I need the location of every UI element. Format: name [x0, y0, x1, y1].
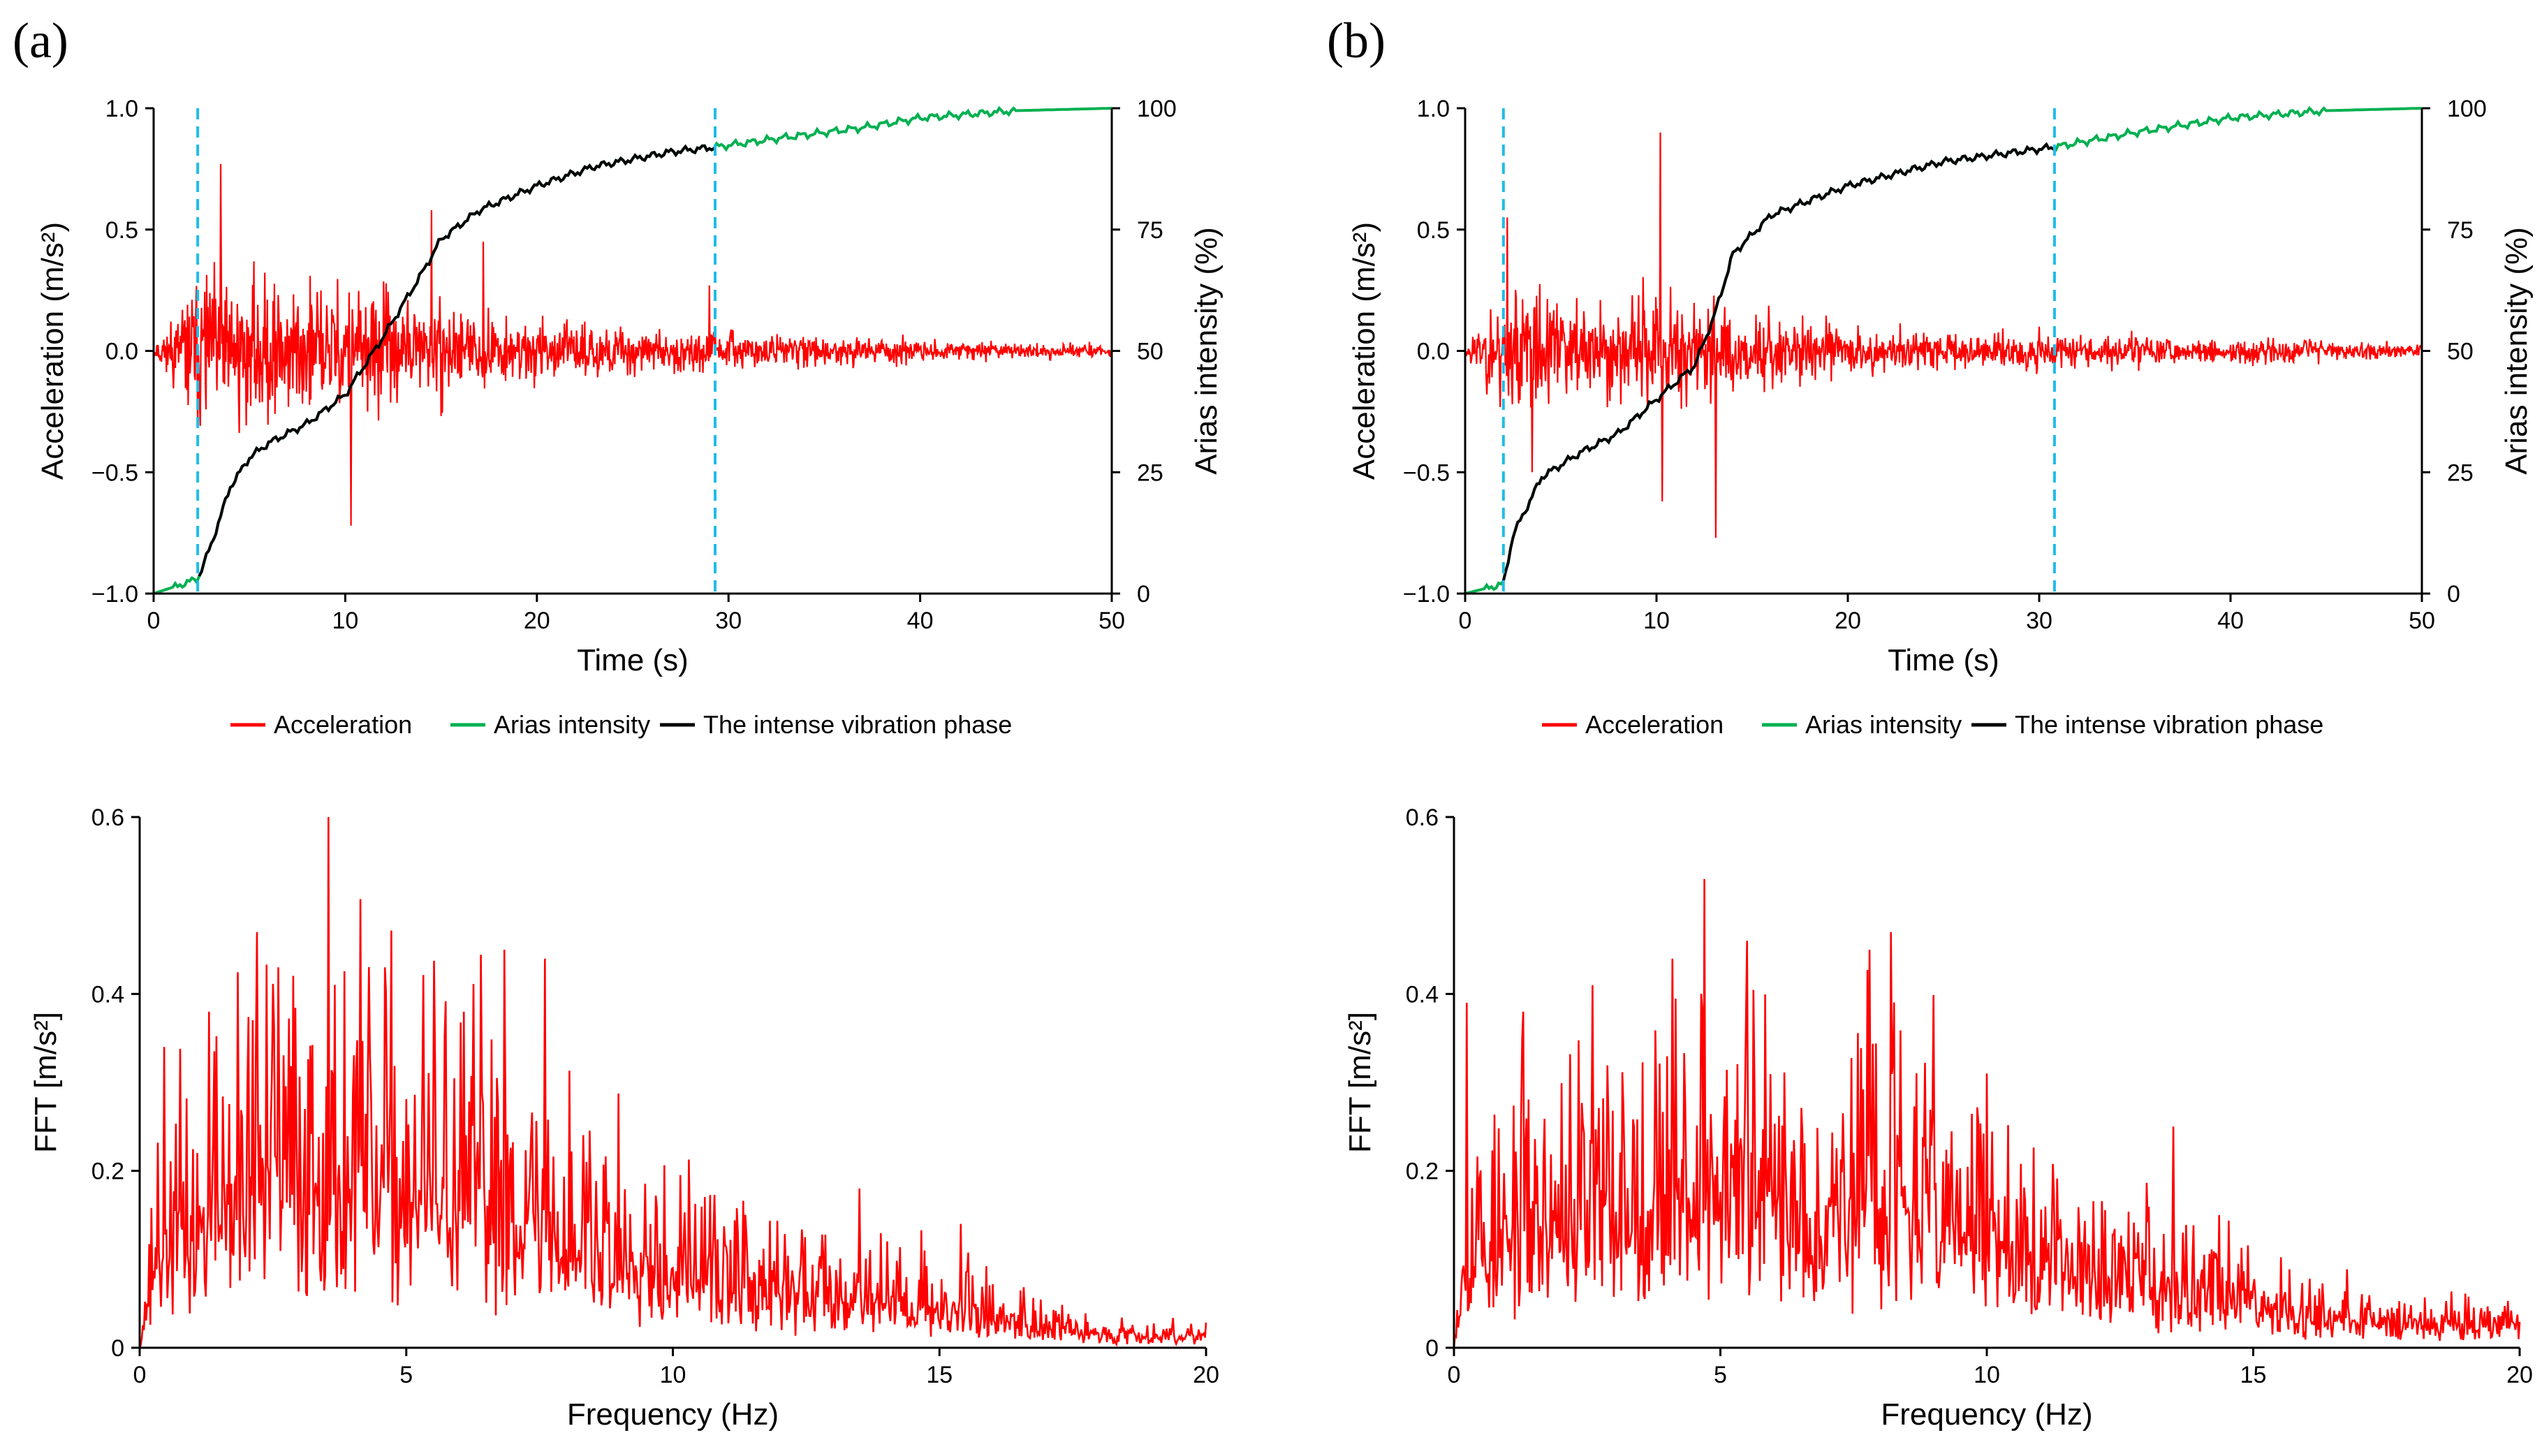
y-axis-title: FFT [m/s²]: [1343, 1012, 1377, 1153]
y-tick-label: 0.0: [105, 339, 138, 365]
x-tick-label: 20: [2506, 1362, 2533, 1388]
fft-chart-a: 0 5 10 15 20 0 0.2 0.4 0.6 Frequency (Hz) FFT [m/s…: [29, 804, 1219, 1432]
x-tick-label: 30: [715, 608, 742, 634]
y2-tick-label: 25: [2447, 459, 2474, 486]
y2-tick-label: 50: [1137, 339, 1163, 365]
legend-label: The intense vibration phase: [703, 710, 1012, 739]
x-tick-label: 40: [2217, 608, 2244, 634]
x-tick-label: 10: [1974, 1362, 2000, 1388]
x-tick-label: 50: [2409, 608, 2435, 634]
x-axis-title: Time (s): [1888, 643, 1999, 677]
y2-tick-label: 75: [2447, 217, 2474, 244]
intense-vibration-phase-series: [198, 144, 715, 577]
time-history-chart-b: 0 10 20 30 40 50 −1.0 −0.5 0.0 0.5 1.0 0 25 50 75 100 Ti…: [1347, 96, 2534, 739]
y-tick-label: 0.5: [105, 217, 138, 244]
acceleration-series: [152, 163, 1113, 526]
panel-label-a: (a): [13, 13, 68, 68]
y-tick-label: −0.5: [1403, 459, 1450, 486]
y2-tick-label: 100: [2447, 96, 2487, 122]
time-history-chart-a: 0 10 20 30 40 50 −1.0 −0.5 0.0 0.5 1.0 0 25 50 75 100 Ti…: [36, 96, 1224, 739]
x-tick-label: 5: [1714, 1362, 1727, 1388]
fft-series: [1453, 878, 2521, 1348]
x-tick-label: 20: [1835, 608, 1861, 634]
y-tick-label: 0.6: [1406, 804, 1439, 831]
x-tick-label: 0: [133, 1362, 147, 1388]
y-axis-title: Acceleration (m/s²): [1347, 222, 1381, 480]
x-tick-label: 20: [1193, 1362, 1219, 1388]
x-tick-label: 0: [1459, 608, 1472, 634]
y2-tick-label: 50: [2447, 339, 2474, 365]
y-tick-label: −0.5: [91, 459, 138, 486]
y-tick-label: 1.0: [1417, 96, 1450, 122]
x-tick-label: 40: [907, 608, 934, 634]
y-tick-label: 0.6: [91, 804, 124, 831]
x-tick-label: 5: [399, 1362, 413, 1388]
x-tick-label: 10: [660, 1362, 686, 1388]
legend-label: Arias intensity: [1805, 710, 1962, 739]
y-tick-label: 0: [111, 1335, 124, 1362]
y-tick-label: 0.2: [1406, 1159, 1439, 1185]
y-tick-label: 0.0: [1417, 339, 1450, 365]
y-axis-title: Acceleration (m/s²): [36, 222, 70, 480]
y-tick-label: −1.0: [1403, 581, 1450, 608]
x-axis-title: Frequency (Hz): [567, 1397, 779, 1432]
legend-label: Acceleration: [274, 710, 412, 739]
y-tick-label: 0.4: [1406, 981, 1439, 1008]
y-tick-label: 0.5: [1417, 217, 1450, 244]
y2-tick-label: 0: [2447, 581, 2460, 608]
x-tick-label: 50: [1099, 608, 1125, 634]
y2-axis-title: Arias intensity (%): [2499, 227, 2534, 475]
y-axis-title: FFT [m/s²]: [29, 1012, 63, 1153]
intense-vibration-phase-series: [1501, 142, 2055, 582]
y2-tick-label: 25: [1137, 459, 1163, 486]
legend-label: Acceleration: [1585, 710, 1724, 739]
y-tick-label: 0: [1425, 1335, 1439, 1362]
y2-axis-title: Arias intensity (%): [1189, 227, 1224, 475]
y-tick-label: 0.2: [91, 1159, 124, 1185]
x-tick-label: 20: [524, 608, 550, 634]
x-tick-label: 15: [2240, 1362, 2267, 1388]
acceleration-series: [1464, 132, 2423, 538]
y-tick-label: 0.4: [91, 981, 124, 1008]
x-tick-label: 15: [926, 1362, 953, 1388]
x-tick-label: 10: [332, 608, 358, 634]
fft-chart-b: 0 5 10 15 20 0 0.2 0.4 0.6 Frequency (Hz) FFT [m/s…: [1343, 804, 2533, 1432]
x-tick-label: 0: [1448, 1362, 1461, 1388]
panel-label-b: (b): [1327, 13, 1386, 68]
x-tick-label: 10: [1643, 608, 1670, 634]
y-tick-label: −1.0: [91, 581, 138, 608]
x-axis-title: Frequency (Hz): [1881, 1397, 2092, 1432]
y-tick-label: 1.0: [105, 96, 138, 122]
y2-tick-label: 0: [1137, 581, 1150, 608]
x-tick-label: 30: [2026, 608, 2052, 634]
x-axis-title: Time (s): [577, 643, 689, 677]
legend-label: Arias intensity: [494, 710, 650, 739]
legend-label: The intense vibration phase: [2015, 710, 2323, 739]
fft-series: [138, 816, 1207, 1348]
y2-tick-label: 75: [1137, 217, 1163, 244]
x-tick-label: 0: [147, 608, 161, 634]
y2-tick-label: 100: [1137, 96, 1177, 122]
